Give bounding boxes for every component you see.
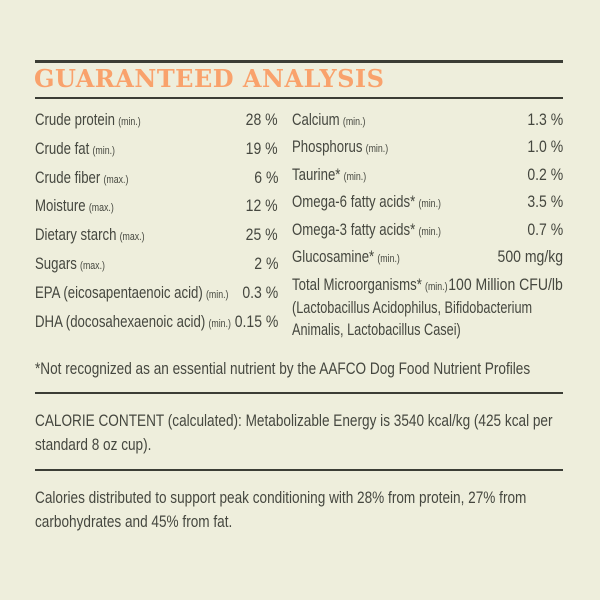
calorie-content-statement: CALORIE CONTENT (calculated): Metaboliza… — [35, 411, 553, 454]
nutrient-qualifier: (max.) — [103, 173, 129, 186]
nutrient-label: Sugars — [35, 254, 77, 273]
nutrient-label: Crude fat — [35, 139, 90, 158]
nutrient-qualifier: (min.) — [342, 116, 366, 128]
table-row: Omega-6 fatty acids* (min.) 3.5 % — [292, 191, 563, 218]
nutrient-value: 0.3 % — [242, 283, 278, 302]
nutrient-qualifier: (min.) — [206, 288, 229, 301]
nutrient-label: Calcium — [292, 111, 340, 129]
footnote-divider-rule — [35, 392, 563, 394]
table-row-microorganisms: Total Microorganisms* (min.) 100 Million … — [292, 274, 563, 342]
nutrient-label: EPA (eicosapentaenoic acid) — [35, 283, 203, 302]
nutrient-label: Crude protein — [35, 111, 115, 129]
nutrient-value: 500 mg/kg — [497, 247, 563, 266]
nutrient-qualifier: (min.) — [418, 225, 441, 238]
nutrient-value: 25 % — [246, 226, 278, 245]
top-divider-rule — [35, 60, 563, 63]
nutrient-label: DHA (docosahexaenoic acid) — [35, 312, 206, 331]
nutrient-qualifier: (min.) — [418, 198, 441, 211]
nutrient-qualifier: (min.) — [377, 252, 400, 265]
table-row: DHA (docosahexaenoic acid) (min.) 0.15 % — [35, 311, 278, 340]
title-underline-rule — [35, 97, 563, 99]
nutrient-value: 28 % — [246, 111, 278, 129]
nutrient-value: 3.5 % — [527, 193, 563, 212]
analysis-table: Crude protein (min.) 28 % Crude fat (min.)… — [35, 109, 563, 342]
nutrient-value: 19 % — [246, 139, 278, 158]
analysis-column-left: Crude protein (min.) 28 % Crude fat (min.)… — [35, 109, 278, 342]
nutrient-label: Omega-3 fatty acids* — [292, 220, 416, 239]
aafco-footnote: *Not recognized as an essential nutrient… — [35, 359, 531, 378]
nutrient-qualifier: (min.) — [365, 143, 389, 156]
nutrient-value: 6 % — [253, 168, 278, 187]
nutrient-label: Total Microorganisms* — [292, 276, 422, 295]
nutrient-value: 0.2 % — [527, 165, 563, 184]
microorganisms-species-note: (Lactobacillus Acidophilus, Bifidobacter… — [292, 298, 533, 340]
nutrient-qualifier: (min.) — [343, 170, 367, 183]
nutrient-label: Taurine* — [292, 165, 341, 184]
nutrient-label: Crude fiber — [35, 168, 101, 187]
table-row: Calcium (min.) 1.3 % — [292, 109, 563, 136]
nutrient-qualifier: (max.) — [88, 202, 114, 215]
table-row: Omega-3 fatty acids* (min.) 0.7 % — [292, 219, 563, 246]
nutrient-value: 12 % — [246, 197, 278, 216]
table-row: Moisture (max.) 12 % — [35, 195, 278, 224]
table-row: Dietary starch (max.) 25 % — [35, 224, 278, 253]
analysis-column-right: Calcium (min.) 1.3 % Phosphorus (min.) 1.0… — [292, 109, 563, 342]
table-row: EPA (eicosapentaenoic acid) (min.) 0.3 % — [35, 282, 278, 311]
nutrient-value: 1.0 % — [527, 138, 563, 157]
table-row: Crude fiber (max.) 6 % — [35, 167, 278, 196]
nutrient-value: 0.7 % — [527, 220, 563, 239]
nutrient-value: 1.3 % — [527, 111, 563, 129]
nutrient-qualifier: (min.) — [208, 317, 231, 330]
table-row: Crude fat (min.) 19 % — [35, 138, 278, 167]
nutrient-qualifier: (max.) — [80, 259, 105, 272]
nutrient-qualifier: (min.) — [92, 144, 115, 157]
nutrient-label: Omega-6 fatty acids* — [292, 193, 416, 212]
table-row: Sugars (max.) 2 % — [35, 253, 278, 282]
nutrient-qualifier: (min.) — [425, 281, 448, 294]
nutrient-label: Dietary starch — [35, 226, 117, 245]
table-row: Phosphorus (min.) 1.0 % — [292, 136, 563, 163]
table-row: Taurine* (min.) 0.2 % — [292, 164, 563, 191]
nutrient-label: Moisture — [35, 197, 86, 216]
table-row: Glucosamine* (min.) 500 mg/kg — [292, 246, 563, 273]
calorie-distribution-statement: Calories distributed to support peak con… — [35, 488, 527, 531]
nutrient-value: 0.15 % — [234, 312, 278, 331]
calorie-divider-rule — [35, 469, 563, 471]
nutrient-label: Glucosamine* — [292, 247, 375, 266]
nutrient-qualifier: (max.) — [119, 231, 145, 244]
nutrient-value: 2 % — [253, 254, 278, 273]
nutrient-label: Phosphorus — [292, 138, 363, 157]
table-row: Crude protein (min.) 28 % — [35, 109, 278, 138]
panel-title: GUARANTEED ANALYSIS — [34, 64, 385, 93]
nutrient-value: 100 Million CFU/lb — [448, 276, 563, 295]
nutrient-qualifier: (min.) — [118, 116, 141, 128]
